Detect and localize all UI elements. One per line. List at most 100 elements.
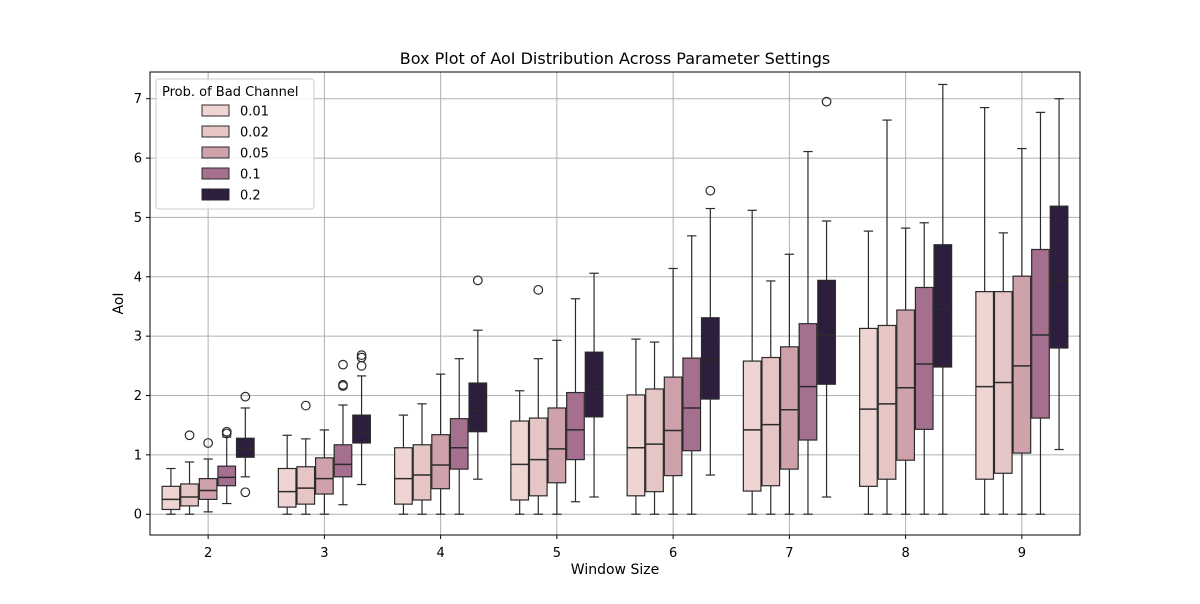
legend-items: 0.01 0.02 0.05 0.1 0.2 xyxy=(201,104,269,204)
legend-label: 0.01 xyxy=(240,105,269,120)
box-layer xyxy=(161,83,1069,515)
y-axis-title: AoI xyxy=(111,292,127,314)
iqr-box xyxy=(645,388,664,493)
iqr-box xyxy=(975,291,995,480)
x-tick-label: 5 xyxy=(553,546,561,561)
y-tick-label: 7 xyxy=(134,92,142,107)
outlier-point xyxy=(203,438,214,448)
x-tick-label: 8 xyxy=(901,546,909,561)
outlier-point xyxy=(221,426,232,437)
box-series-0.02-window-9 xyxy=(993,232,1013,515)
box-series-0.01-window-2 xyxy=(161,467,181,515)
outlier-point xyxy=(184,430,195,441)
legend-item: 0.02 xyxy=(201,125,269,141)
y-tick-label: 1 xyxy=(134,448,142,463)
box-series-0.02-window-2 xyxy=(180,430,199,515)
box-series-0.1-window-9 xyxy=(1031,111,1050,515)
legend: Prob. of Bad Channel 0.01 0.02 0.05 0.1 0.2 xyxy=(155,78,315,210)
box-series-0.2-window-5 xyxy=(584,272,604,498)
y-tick-label: 4 xyxy=(134,270,142,285)
iqr-box xyxy=(449,418,469,470)
box-series-0.1-window-8 xyxy=(914,222,934,515)
iqr-box xyxy=(817,279,836,385)
outlier-point xyxy=(338,359,348,370)
outlier-point xyxy=(240,487,251,498)
box-series-0.05-window-5 xyxy=(547,339,567,515)
box-series-0.05-window-8 xyxy=(896,227,916,515)
iqr-box xyxy=(528,417,548,497)
legend-item: 0.01 xyxy=(201,104,269,120)
iqr-box xyxy=(547,407,567,484)
legend-swatch xyxy=(201,125,230,138)
box-series-0.05-window-6 xyxy=(663,267,683,515)
box-series-0.02-window-5 xyxy=(528,284,548,515)
iqr-box xyxy=(798,323,818,441)
box-series-0.01-window-3 xyxy=(277,434,297,515)
legend-label: 0.1 xyxy=(240,168,261,183)
outlier-point xyxy=(821,96,832,107)
iqr-box xyxy=(314,457,334,495)
iqr-box xyxy=(217,465,237,487)
legend-title: Prob. of Bad Channel xyxy=(162,85,298,100)
legend-box xyxy=(155,78,315,210)
y-axis-ticks: 0 1 2 3 4 5 6 7 xyxy=(134,92,150,523)
legend-swatch xyxy=(201,167,230,180)
iqr-box xyxy=(510,420,530,501)
iqr-box xyxy=(180,483,199,507)
box-series-0.2-window-3 xyxy=(352,350,371,486)
box-series-0.1-window-6 xyxy=(682,235,702,515)
box-series-0.02-window-6 xyxy=(645,341,664,515)
iqr-box xyxy=(742,360,762,492)
outlier-point xyxy=(356,352,367,363)
box-series-0.05-window-4 xyxy=(431,373,451,515)
box-series-0.1-window-5 xyxy=(566,298,585,503)
outlier-point xyxy=(705,185,716,196)
box-series-0.05-window-9 xyxy=(1012,147,1032,515)
y-tick-label: 3 xyxy=(134,330,142,345)
iqr-box xyxy=(1031,248,1050,419)
iqr-box xyxy=(896,309,916,461)
iqr-box xyxy=(933,244,953,368)
box-series-0.2-window-2 xyxy=(235,391,255,498)
iqr-box xyxy=(161,485,181,511)
iqr-box xyxy=(1012,275,1032,454)
iqr-box xyxy=(626,394,646,497)
outlier-point xyxy=(472,275,483,286)
x-tick-label: 3 xyxy=(320,546,328,561)
legend-label: 0.2 xyxy=(240,189,261,204)
box-series-0.01-window-8 xyxy=(859,230,878,515)
box-series-0.2-window-9 xyxy=(1049,98,1069,451)
iqr-box xyxy=(333,444,353,478)
x-tick-label: 6 xyxy=(669,546,677,561)
legend-swatch xyxy=(201,188,230,201)
box-series-0.02-window-8 xyxy=(877,119,897,515)
legend-swatch xyxy=(201,104,230,117)
iqr-box xyxy=(877,324,897,480)
box-series-0.2-window-7 xyxy=(817,96,836,498)
iqr-box xyxy=(394,447,413,505)
iqr-box xyxy=(468,382,488,433)
y-tick-label: 2 xyxy=(134,389,142,404)
iqr-box xyxy=(779,346,799,470)
outlier-point xyxy=(356,350,367,361)
box-series-0.01-window-4 xyxy=(394,414,413,515)
box-series-0.02-window-3 xyxy=(296,400,316,515)
box-series-0.01-window-6 xyxy=(626,338,646,515)
iqr-box xyxy=(431,434,451,490)
outlier-point xyxy=(300,400,311,411)
iqr-box xyxy=(859,327,878,487)
iqr-box xyxy=(296,466,316,505)
iqr-box xyxy=(682,357,702,452)
outlier-point xyxy=(240,391,251,402)
box-series-0.02-window-7 xyxy=(761,280,781,515)
x-tick-label: 9 xyxy=(1018,546,1026,561)
y-tick-label: 5 xyxy=(134,211,142,226)
legend-item: 0.1 xyxy=(201,167,261,183)
legend-item: 0.2 xyxy=(201,188,261,204)
iqr-box xyxy=(566,391,585,461)
outlier-point xyxy=(533,284,544,295)
box-series-0.1-window-3 xyxy=(333,359,353,506)
legend-label: 0.02 xyxy=(240,126,269,141)
